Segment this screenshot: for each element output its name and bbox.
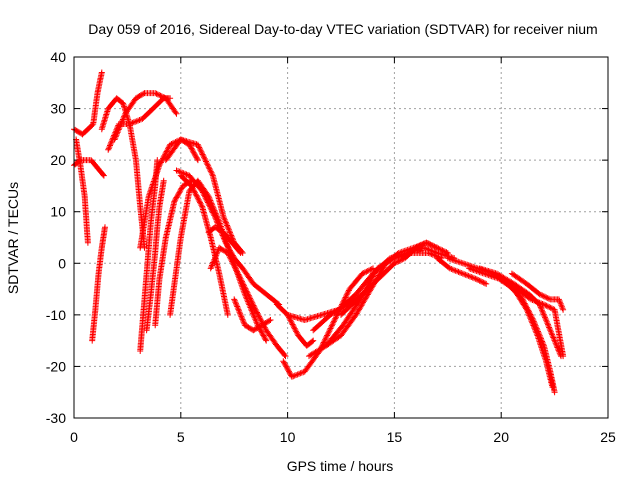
point-markers xyxy=(338,239,451,318)
series-track-16 xyxy=(205,224,244,256)
series-track-25 xyxy=(338,239,451,318)
point-markers xyxy=(143,177,167,334)
y-tick-label: -20 xyxy=(46,358,66,374)
point-markers xyxy=(498,275,567,360)
x-tick-label: 15 xyxy=(387,429,403,445)
series-track-9 xyxy=(143,177,167,334)
series-track-17 xyxy=(207,244,289,360)
series-track-12 xyxy=(162,136,246,256)
point-markers xyxy=(152,177,195,329)
plot-border xyxy=(73,56,609,419)
point-markers xyxy=(323,239,441,349)
x-axis-label: GPS time / hours xyxy=(287,458,394,474)
point-markers xyxy=(434,255,490,287)
x-tick-label: 25 xyxy=(600,429,616,445)
x-tick-label: 0 xyxy=(70,429,78,445)
series-track-20 xyxy=(280,265,376,380)
data-marks xyxy=(71,69,567,396)
x-tick-label: 5 xyxy=(177,429,185,445)
y-axis-label: SDTVAR / TECUs xyxy=(5,182,21,294)
y-tick-label: 20 xyxy=(50,152,66,168)
y-tick-label: -30 xyxy=(46,410,66,426)
series-track-30 xyxy=(498,275,567,360)
grid xyxy=(74,57,608,418)
y-tick-label: -10 xyxy=(46,307,66,323)
point-markers xyxy=(105,95,174,153)
y-tick-label: 0 xyxy=(58,255,66,271)
point-markers xyxy=(73,136,91,246)
point-markers xyxy=(162,136,246,256)
series-track-19 xyxy=(273,301,317,349)
chart-title: Day 059 of 2016, Sidereal Day-to-day VTE… xyxy=(88,21,597,37)
series-track-31 xyxy=(508,270,567,313)
series-track-6 xyxy=(105,95,174,153)
series-track-22 xyxy=(306,250,445,360)
point-markers xyxy=(231,296,274,334)
y-tick-label: 10 xyxy=(50,204,66,220)
series-track-10 xyxy=(152,177,195,329)
point-markers xyxy=(273,301,317,349)
point-markers xyxy=(89,224,108,344)
point-markers xyxy=(205,224,244,256)
point-markers xyxy=(207,244,289,360)
series-track-2 xyxy=(73,136,91,246)
x-tick-label: 20 xyxy=(493,429,509,445)
point-markers xyxy=(280,265,376,380)
y-tick-label: 30 xyxy=(50,101,66,117)
x-tick-label: 10 xyxy=(280,429,296,445)
point-markers xyxy=(111,90,180,143)
series-track-7 xyxy=(111,90,180,143)
point-markers xyxy=(508,270,567,313)
series-track-4 xyxy=(89,224,108,344)
tick-labels: 0 5 10 15 20 25 -30 -20 -10 0 10 20 30 40 xyxy=(46,49,616,445)
series-track-24 xyxy=(323,239,441,349)
series-track-18 xyxy=(231,296,274,334)
series-track-26 xyxy=(434,255,490,287)
y-tick-label: 40 xyxy=(50,49,66,65)
point-markers xyxy=(306,250,445,360)
